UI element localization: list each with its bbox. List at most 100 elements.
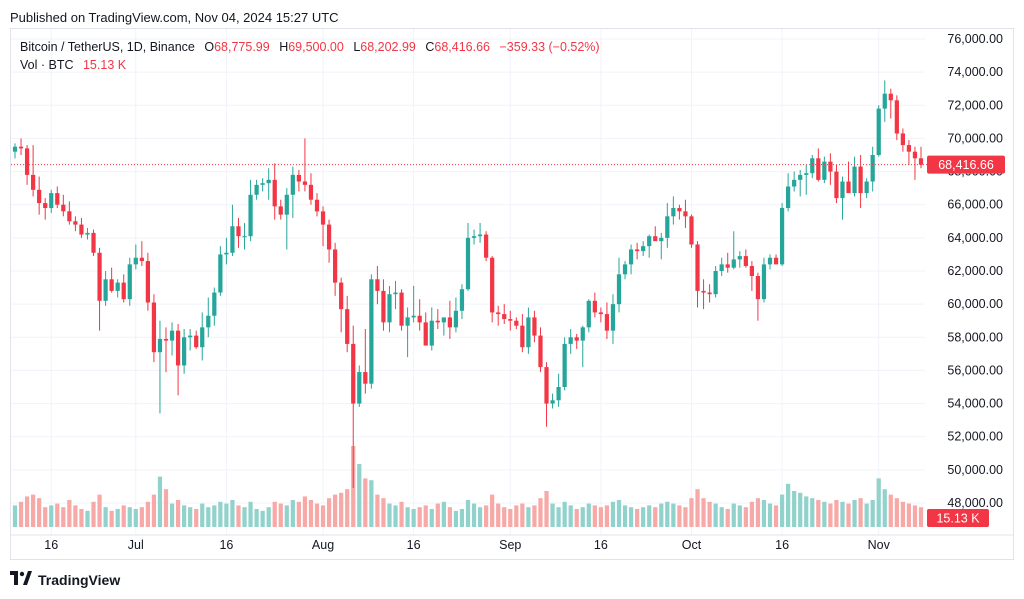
volume-bar — [822, 501, 827, 527]
price-tick-label: 58,000.00 — [947, 330, 1003, 344]
candle-body — [188, 335, 193, 338]
candle-body — [502, 314, 507, 320]
price-tick-label: 56,000.00 — [947, 363, 1003, 377]
candle-body — [248, 194, 253, 237]
volume-bar — [882, 489, 887, 527]
candle-body — [333, 249, 338, 283]
volume-label[interactable]: Vol · BTC — [20, 58, 74, 72]
candle-body — [520, 325, 525, 348]
candle-body — [471, 236, 477, 238]
tradingview-logo-icon — [10, 571, 32, 589]
open-value: 68,775.99 — [214, 40, 270, 54]
candlestick-chart[interactable]: 76,000.0074,000.0072,000.0070,000.0068,0… — [11, 29, 1013, 559]
volume-bar — [779, 494, 785, 527]
candle-body — [665, 216, 670, 238]
volume-bar — [828, 503, 833, 527]
volume-bar — [484, 505, 489, 527]
volume-bar — [816, 500, 821, 527]
volume-bar — [550, 503, 555, 527]
low-value: 68,202.99 — [360, 40, 416, 54]
price-tick-label: 70,000.00 — [947, 131, 1003, 145]
volume-bar — [719, 507, 724, 527]
change-value: −359.33 (−0.52%) — [499, 40, 600, 54]
candle-body — [121, 282, 126, 300]
volume-bar — [254, 509, 259, 527]
volume-bar — [302, 496, 308, 527]
chart-frame[interactable]: 76,000.0074,000.0072,000.0070,000.0068,0… — [10, 28, 1014, 560]
volume-bar — [671, 503, 676, 527]
candle-body — [320, 211, 326, 225]
candle-body — [918, 158, 924, 165]
candle-body — [767, 257, 773, 265]
candle-body — [568, 337, 573, 344]
volume-bar — [248, 501, 253, 527]
last-volume-badge — [927, 509, 989, 527]
volume-bar — [725, 509, 730, 527]
volume-bar — [441, 501, 446, 527]
volume-bar — [55, 503, 60, 527]
candle-body — [357, 372, 362, 404]
candle-body — [616, 274, 622, 305]
volume-bar — [508, 509, 513, 527]
volume-bar — [622, 505, 628, 527]
volume-bar — [151, 494, 157, 527]
volume-bar — [659, 503, 664, 527]
time-tick-label: Jul — [128, 538, 144, 552]
candle-body — [906, 145, 912, 152]
time-tick-label: Nov — [868, 538, 891, 552]
volume-bar — [266, 507, 271, 527]
price-tick-label: 50,000.00 — [947, 463, 1003, 477]
candle-body — [236, 226, 241, 237]
volume-bar — [206, 507, 211, 527]
ohlc-row: Bitcoin / TetherUS, 1D, Binance O68,775.… — [20, 38, 600, 56]
price-tick-label: 60,000.00 — [947, 297, 1003, 311]
candle-body — [580, 327, 585, 341]
candle-body — [876, 108, 881, 155]
volume-bar — [635, 509, 640, 527]
candle-body — [622, 264, 628, 275]
tradingview-brand[interactable]: TradingView — [10, 571, 120, 589]
volume-bar — [260, 510, 265, 527]
volume-bar — [556, 507, 561, 527]
candle-body — [405, 317, 410, 326]
volume-bar — [864, 503, 869, 527]
volume-bars — [12, 446, 924, 527]
candle-body — [846, 181, 851, 194]
symbol-label[interactable]: Bitcoin / TetherUS, 1D, Binance — [20, 40, 195, 54]
candle-body — [459, 289, 465, 311]
volume-bar — [224, 503, 229, 527]
time-tick-label: 16 — [775, 538, 789, 552]
volume-bar — [369, 480, 374, 527]
candle-body — [701, 290, 706, 293]
volume-bar — [49, 505, 54, 527]
candle-body — [290, 174, 295, 195]
candle-body — [719, 264, 724, 271]
candle-body — [55, 193, 60, 205]
tv-logo-shape — [10, 571, 32, 585]
candle-body — [381, 290, 386, 323]
low-label: L — [353, 40, 361, 54]
candle-body — [175, 330, 181, 366]
volume-bar — [411, 509, 416, 527]
volume-bar — [37, 498, 42, 527]
candle-body — [61, 204, 66, 212]
candle-body — [725, 264, 730, 268]
volume-bar — [574, 509, 579, 527]
candle-body — [73, 221, 78, 225]
candle-body — [900, 133, 905, 146]
candle-body — [387, 294, 392, 323]
volume-bar — [767, 503, 773, 527]
volume-bar — [127, 507, 132, 527]
candle-body — [888, 93, 893, 101]
candle-body — [737, 256, 742, 260]
volume-bar — [139, 507, 144, 527]
volume-bar — [804, 496, 809, 527]
volume-bar — [357, 464, 362, 527]
candle-body — [206, 315, 211, 328]
volume-bar — [284, 505, 289, 527]
volume-bar — [121, 505, 126, 527]
candle-body — [779, 208, 785, 265]
candle-body — [200, 327, 205, 348]
candle-body — [97, 252, 102, 301]
candle-body — [828, 161, 833, 172]
